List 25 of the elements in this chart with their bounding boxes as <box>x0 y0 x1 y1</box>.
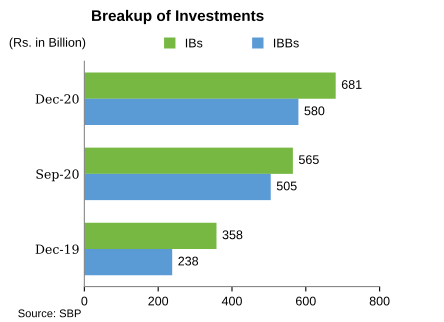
bar <box>84 249 172 276</box>
data-label: 681 <box>342 80 362 89</box>
bar <box>84 72 336 99</box>
x-tick-label: 800 <box>370 296 390 306</box>
y-tick-label: Sep-20 <box>36 169 79 182</box>
bar <box>84 98 298 126</box>
y-tick-label: Dec-19 <box>36 244 79 254</box>
bar <box>84 148 293 174</box>
legend-label: IBBs <box>274 38 299 48</box>
legend-label: IBs <box>186 38 202 48</box>
x-tick-label: 600 <box>296 296 316 306</box>
data-label: 238 <box>178 256 198 266</box>
y-tick-label: Dec-20 <box>36 94 79 104</box>
x-tick-label: 400 <box>222 296 242 306</box>
source-note: Source: SBP <box>18 309 81 318</box>
chart-title: Breakup of Investments <box>92 10 264 24</box>
bar <box>84 174 271 200</box>
data-label: 505 <box>276 182 297 190</box>
data-label: 580 <box>304 106 324 116</box>
data-label: 565 <box>298 155 319 164</box>
x-tick-label: 200 <box>148 296 168 306</box>
x-tick-label: 0 <box>81 296 88 306</box>
bar <box>84 222 216 250</box>
chart-subtitle: (Rs. in Billion) <box>10 38 86 50</box>
data-label: 358 <box>222 230 242 240</box>
